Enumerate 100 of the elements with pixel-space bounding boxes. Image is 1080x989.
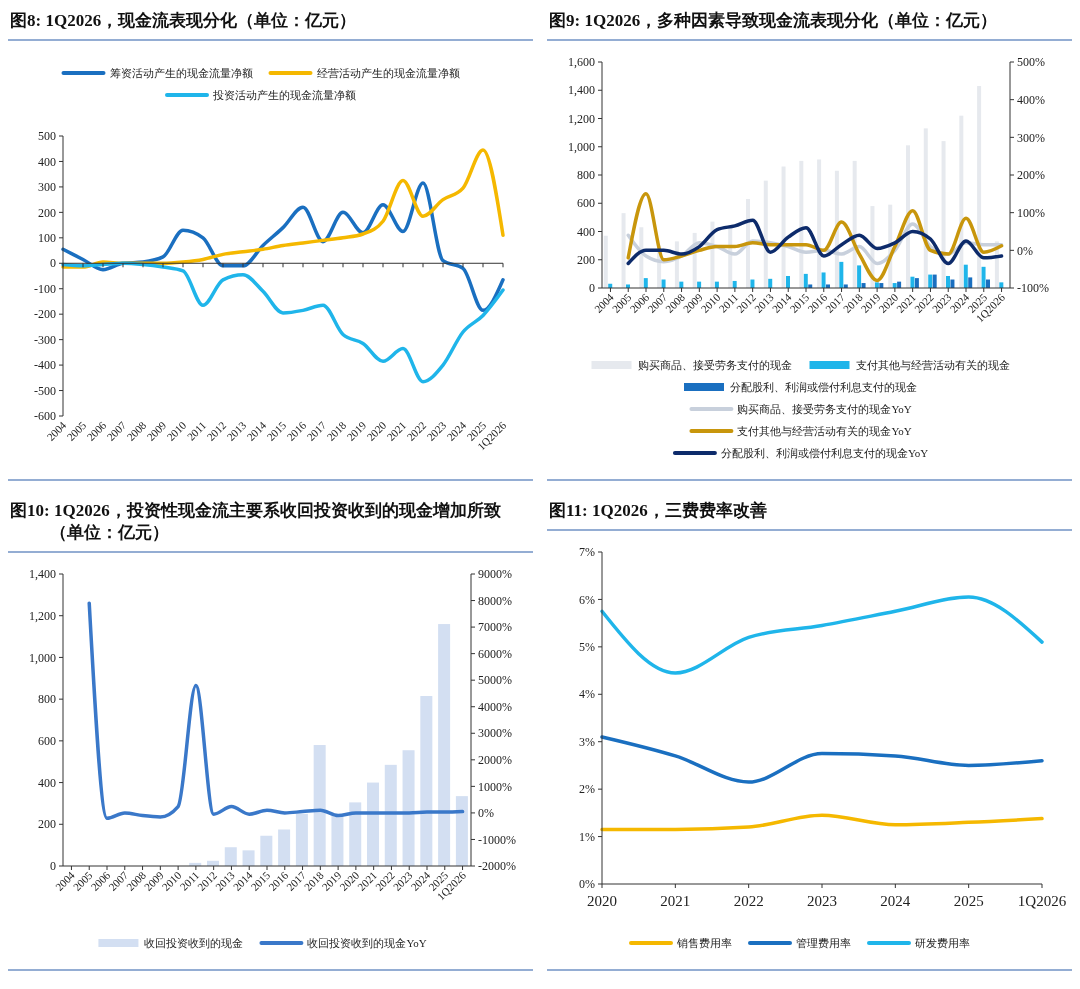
line-series [61, 148, 505, 269]
y-tick-label: 2% [579, 782, 595, 797]
x-tick-label: 2020 [587, 893, 617, 909]
legend-label: 投资活动产生的现金流量净额 [212, 88, 356, 101]
y-tick-label: 7% [579, 545, 595, 560]
y2-tick-label: -100% [1017, 281, 1049, 296]
y2-tick-label: 300% [1017, 130, 1045, 145]
line-series [600, 595, 1044, 675]
y-tick-label: 1,600 [568, 55, 595, 70]
legend-label: 经营活动产生的现金流量净额 [316, 66, 460, 79]
legend-label: 分配股利、利润或偿付利息支付的现金 [730, 380, 917, 393]
y2-tick-label: -2000% [478, 859, 516, 874]
legend-label: 分配股利、利润或偿付利息支付的现金YoY [720, 446, 929, 459]
y-tick-label: -400 [34, 358, 56, 373]
bar [349, 802, 362, 866]
bar [941, 141, 946, 288]
bar [260, 835, 273, 866]
bar [420, 696, 433, 866]
bar [455, 796, 468, 866]
bar [384, 764, 397, 866]
bar [803, 273, 808, 288]
y2-tick-label: 9000% [478, 567, 512, 582]
bar [331, 815, 344, 866]
y2-tick-label: 7000% [478, 620, 512, 635]
y-tick-label: 200 [38, 205, 56, 220]
y-tick-label: 400 [38, 154, 56, 169]
bar [839, 261, 844, 288]
legend-label: 购买商品、接受劳务支付的现金YoY [737, 402, 912, 415]
bar [242, 850, 255, 866]
y-tick-label: 1% [579, 829, 595, 844]
bar [278, 829, 291, 866]
bar [781, 166, 786, 288]
x-tick-label: 2022 [733, 893, 764, 909]
bar [821, 272, 826, 288]
bar [402, 750, 415, 866]
y-tick-label: 1,200 [568, 111, 595, 126]
y-tick-label: 0% [579, 877, 595, 892]
y-tick-label: 200 [577, 252, 595, 267]
y-tick-label: -500 [34, 383, 56, 398]
y-tick-label: -300 [34, 332, 56, 347]
y-tick-label: 0 [50, 859, 56, 874]
y-tick-label: 1,200 [29, 608, 56, 623]
y2-tick-label: 6000% [478, 646, 512, 661]
y2-tick-label: 400% [1017, 92, 1045, 107]
y-tick-label: -200 [34, 307, 56, 322]
y-tick-label: 1,400 [29, 567, 56, 582]
bar [923, 128, 928, 288]
y-tick-label: 5% [579, 640, 595, 655]
y-tick-label: 4% [579, 687, 595, 702]
y2-tick-label: 500% [1017, 55, 1045, 70]
y2-tick-label: -1000% [478, 832, 516, 847]
y-tick-label: 300 [38, 180, 56, 195]
chart-title: 图8: 1Q2026，现金流表现分化（单位：亿元） [10, 11, 357, 30]
y-tick-label: 800 [577, 168, 595, 183]
legend-label: 购买商品、接受劳务支付的现金 [637, 358, 792, 371]
y-tick-label: 400 [577, 224, 595, 239]
x-tick-label: 2024 [880, 893, 911, 909]
bar [367, 782, 379, 866]
line-series [61, 261, 505, 384]
x-tick-label: 2025 [953, 893, 984, 909]
legend-label: 筹资活动产生的现金流量净额 [109, 66, 253, 79]
x-tick-label: 2021 [660, 893, 691, 909]
line-series [87, 601, 465, 820]
legend-label: 收回投资收到的现金 [144, 936, 244, 949]
bar [313, 745, 326, 866]
y2-tick-label: 0% [1017, 243, 1033, 258]
chart-title: 图10: 1Q2026，投资性现金流主要系收回投资收到的现金增加所致（单位：亿元） [10, 501, 501, 542]
bar [981, 266, 986, 288]
bar [959, 115, 964, 288]
bar [914, 278, 919, 288]
y2-tick-label: 5000% [478, 673, 512, 688]
y-tick-label: 400 [38, 775, 56, 790]
y2-tick-label: 200% [1017, 168, 1045, 183]
y2-tick-label: 100% [1017, 205, 1045, 220]
y-tick-label: 800 [38, 692, 56, 707]
bar [643, 278, 648, 288]
bar [603, 235, 608, 288]
y-tick-label: 100 [38, 231, 56, 246]
bar [786, 275, 790, 288]
y2-tick-label: 2000% [478, 753, 512, 768]
bar [295, 813, 308, 866]
bar [968, 277, 973, 288]
y-tick-label: 200 [38, 817, 56, 832]
bar [621, 213, 626, 288]
legend-label: 收回投资收到的现金YoY [307, 936, 427, 949]
bar [977, 86, 982, 288]
legend-label: 支付其他与经营活动有关的现金YoY [737, 424, 912, 437]
y-tick-label: 3% [579, 734, 595, 749]
x-tick-label: 1Q2026 [1017, 893, 1067, 909]
y-tick-label: 500 [38, 129, 56, 144]
y2-tick-label: 8000% [478, 593, 512, 608]
legend-label: 支付其他与经营活动有关的现金 [855, 358, 1010, 371]
y2-tick-label: 3000% [478, 726, 512, 741]
line-series [626, 192, 1004, 283]
legend-label: 研发费用率 [915, 936, 970, 949]
y-tick-label: -100 [34, 281, 56, 296]
legend-label: 管理费用率 [796, 936, 851, 949]
y-tick-label: 1,400 [568, 83, 595, 98]
y2-tick-label: 1000% [478, 779, 512, 794]
y-tick-label: 6% [579, 592, 595, 607]
